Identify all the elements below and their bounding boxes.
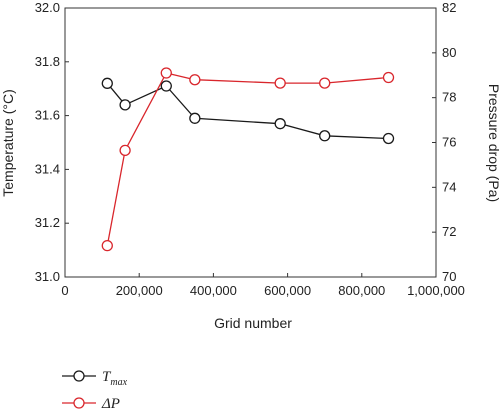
y-left-tick-label: 31.4 [35,161,60,176]
series-1-point [274,77,286,89]
y-left-tick-label: 31.0 [35,269,60,284]
legend-marker-1 [73,397,85,409]
series-line-1 [106,72,389,246]
y-right-tick-label: 82 [442,0,456,15]
series-points [101,67,395,252]
series-1-point [119,144,131,156]
series-1-point [189,74,201,86]
series-1-point [160,67,172,79]
y-right-tick-label: 78 [442,90,456,105]
y-left-tick-label: 31.8 [35,54,60,69]
y-right-tick-label: 80 [442,45,456,60]
legend-label-0: Tmax [102,369,128,388]
series-1-point [319,77,331,89]
legend-label-1: ΔP [101,396,120,412]
y-left-tick-label: 31.6 [35,108,60,123]
series-lines [106,72,389,246]
y-right-tick-label: 74 [442,179,456,194]
series-0-point [160,80,172,92]
y-axis-left-label: Temperature (°C) [0,89,16,197]
x-tick-label: 400,000 [190,283,237,298]
series-0-point [189,112,201,124]
x-tick-label: 200,000 [116,283,163,298]
legend-marker-0 [73,370,85,382]
plot-frame [64,7,437,278]
series-line-0 [106,82,389,140]
series-0-point [119,99,131,111]
series-0-point [101,77,113,89]
series-1-point [101,239,113,252]
axes: 0 200,000 400,000 600,000 800,000 1,000,000 31… [35,0,465,298]
y-right-tick-label: 76 [442,135,456,150]
series-0-point [274,118,286,130]
y-right-tick-label: 70 [442,269,456,284]
series-1-point [382,71,395,84]
x-tick-label: 1,000,000 [407,283,465,298]
y-axis-right-label: Pressure drop (Pa) [486,84,500,202]
legend: Tmax ΔP [62,369,128,412]
x-axis-label: Grid number [214,315,292,331]
x-tick-label: 800,000 [338,283,385,298]
y-left-tick-label: 32.0 [35,0,60,15]
series-0-point [319,130,331,142]
y-right-tick-label: 72 [442,224,456,239]
x-tick-label: 0 [61,283,68,298]
y-left-tick-label: 31.2 [35,215,60,230]
x-tick-label: 600,000 [264,283,311,298]
series-0-point [382,132,395,145]
